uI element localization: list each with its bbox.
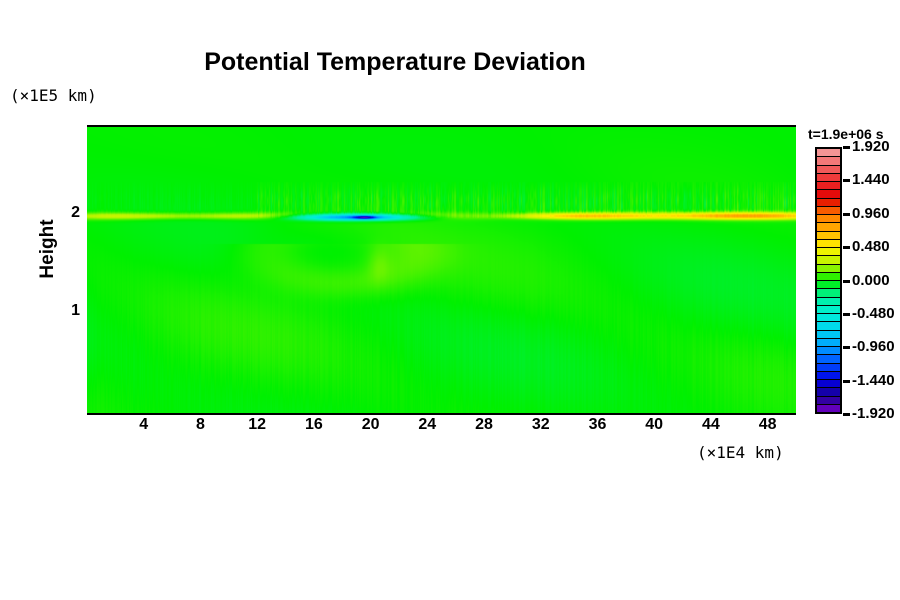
- x-axis-tick-label: 20: [361, 416, 380, 433]
- time-annotation: t=1.9e+06 s: [808, 126, 884, 142]
- colorbar-cell: [817, 231, 840, 240]
- colorbar-cell: [817, 198, 840, 207]
- colorbar-cell: [817, 149, 840, 158]
- colorbar-tick-mark: [843, 379, 850, 383]
- x-axis-tick-label: 24: [418, 416, 437, 433]
- y-axis-unit-label: (×1E5 km): [10, 86, 97, 105]
- colorbar-cell: [817, 248, 840, 257]
- colorbar-cell: [817, 363, 840, 372]
- colorbar-tick-label: 0.000: [852, 271, 890, 289]
- x-axis-unit-label: (×1E4 km): [697, 443, 784, 462]
- colorbar-cell: [817, 347, 840, 356]
- colorbar-cell: [817, 380, 840, 389]
- colorbar-tick-label: -0.960: [852, 338, 895, 356]
- colorbar-tick-label: -1.440: [852, 371, 895, 389]
- colorbar-cell: [817, 330, 840, 339]
- colorbar-tick-label: 1.920: [852, 138, 890, 155]
- heatmap-canvas: [87, 127, 796, 413]
- x-axis-tick-label: 32: [531, 416, 550, 433]
- colorbar-cell: [817, 206, 840, 215]
- colorbar-cell: [817, 165, 840, 174]
- colorbar-cell: [817, 355, 840, 364]
- colorbar-cell: [817, 322, 840, 331]
- colorbar-tick-mark: [843, 413, 850, 416]
- colorbar-tick-mark: [843, 146, 850, 149]
- colorbar-tick-label: 0.960: [852, 204, 890, 222]
- colorbar-tick-mark: [843, 179, 850, 183]
- colorbar-tick-group: 1.920 1.440 0.960 0.480 0.000 -0.480 -0.960 -1.…: [842, 138, 900, 422]
- colorbar-cell: [817, 264, 840, 273]
- colorbar-cell: [817, 190, 840, 199]
- x-axis-tick-label: 8: [195, 416, 205, 433]
- colorbar-cell: [817, 289, 840, 298]
- colorbar-tick-label: -0.480: [852, 304, 895, 322]
- colorbar-cell: [817, 157, 840, 166]
- colorbar-cell: [817, 396, 840, 405]
- y-axis-tick-label: 2: [71, 203, 80, 221]
- x-axis-tick-label: 4: [139, 416, 149, 433]
- colorbar-gradient-strip: [815, 147, 842, 414]
- x-axis-tick-label: 44: [702, 416, 720, 433]
- colorbar-tick-mark: [843, 279, 850, 283]
- colorbar-tick-mark: [843, 212, 850, 216]
- colorbar-cell: [817, 173, 840, 182]
- colorbar-cell: [817, 388, 840, 397]
- colorbar-tick-mark: [843, 312, 850, 316]
- x-axis-tick-label: 36: [588, 416, 607, 433]
- colorbar-tick-mark: [843, 246, 850, 250]
- colorbar-cell: [817, 404, 840, 412]
- colorbar-cell: [817, 314, 840, 323]
- x-axis-tick-label: 12: [248, 416, 267, 433]
- colorbar-cell: [817, 182, 840, 191]
- heatmap-plot-area[interactable]: [87, 125, 796, 415]
- colorbar-cell: [817, 281, 840, 290]
- colorbar-tick-label: 0.480: [852, 238, 890, 256]
- page-title: Potential Temperature Deviation: [204, 48, 586, 76]
- x-axis-tick-label: 28: [475, 416, 493, 433]
- colorbar-tick-label: -1.920: [852, 405, 895, 422]
- x-axis-tick-group: 4 8 12 16 20 24 28 32 36 40 44 48: [87, 416, 796, 440]
- x-axis-tick-label: 40: [645, 416, 664, 433]
- colorbar-cell: [817, 338, 840, 347]
- colorbar-tick-mark: [843, 346, 850, 350]
- colorbar-tick-label: 1.440: [852, 171, 890, 189]
- colorbar-cell: [817, 305, 840, 314]
- colorbar-cell: [817, 272, 840, 281]
- colorbar-cell: [817, 239, 840, 248]
- colorbar-cell: [817, 223, 840, 232]
- x-axis-tick-label: 16: [304, 416, 323, 433]
- colorbar-cell: [817, 297, 840, 306]
- colorbar-cell: [817, 371, 840, 380]
- colorbar-cell: [817, 256, 840, 265]
- y-axis-tick-label: 1: [71, 302, 80, 320]
- x-axis-tick-label: 48: [758, 416, 777, 433]
- colorbar-cell: [817, 215, 840, 224]
